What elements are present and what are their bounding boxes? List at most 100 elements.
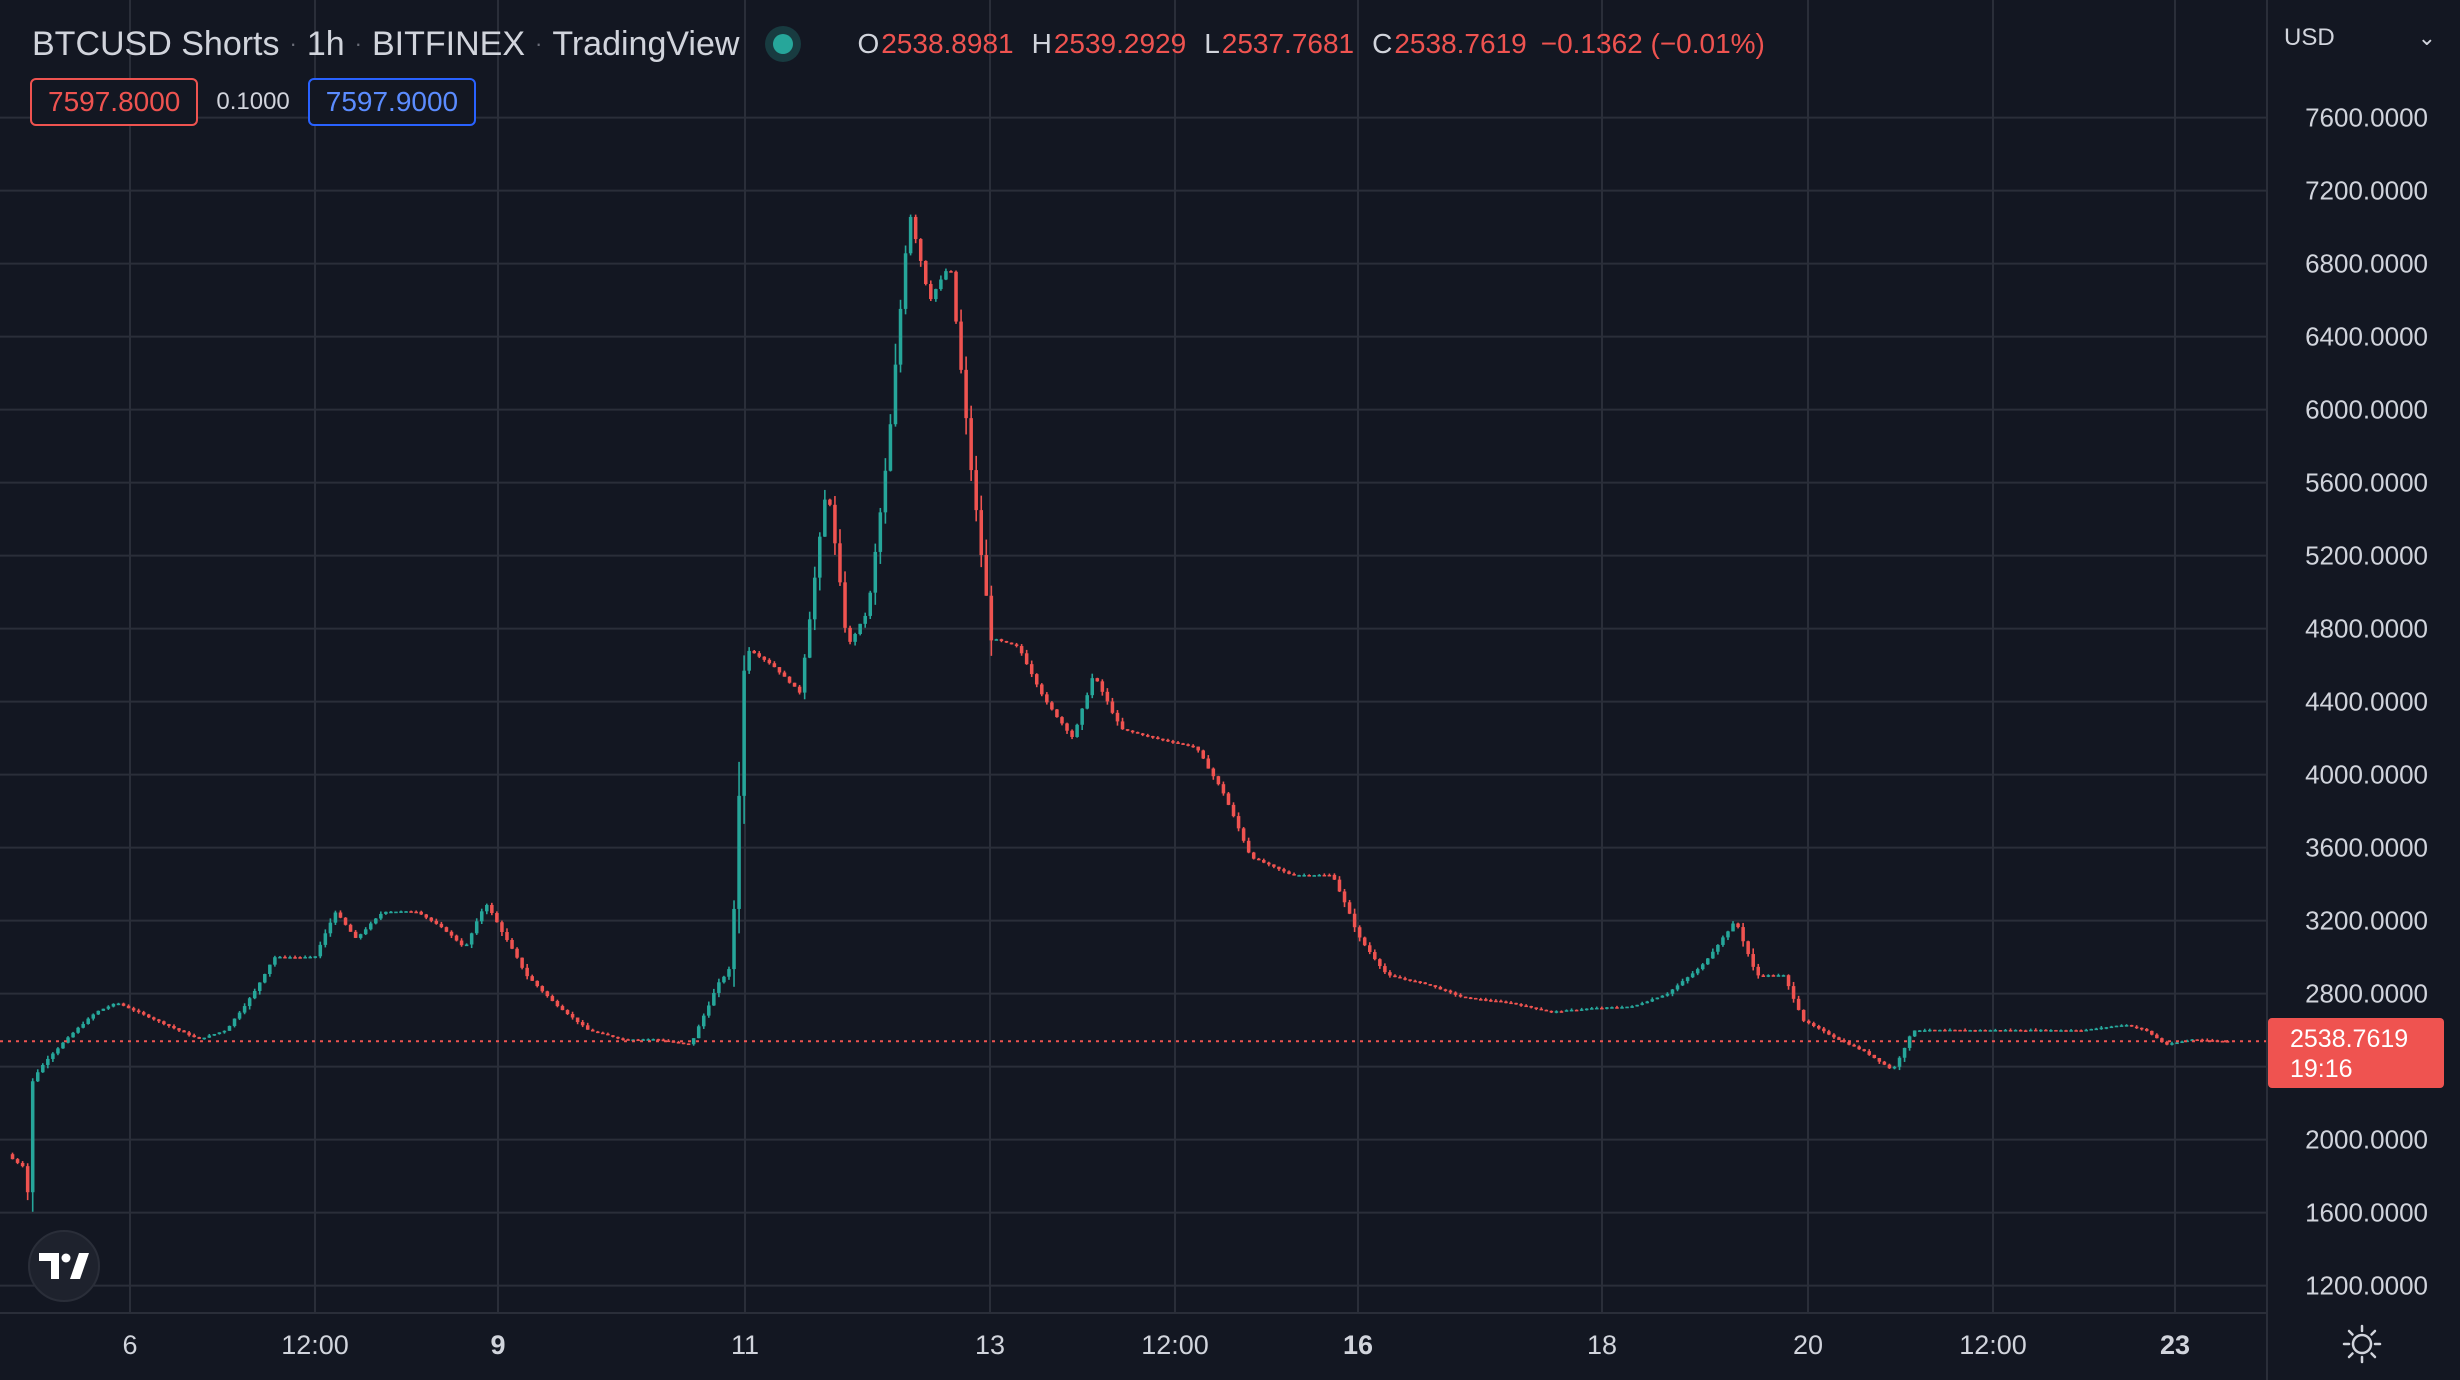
market-status-dot-icon[interactable] bbox=[773, 34, 794, 54]
candle-body bbox=[1781, 975, 1786, 977]
candle-body bbox=[999, 639, 1004, 642]
candle-body bbox=[1050, 702, 1054, 710]
candle-body bbox=[2129, 1025, 2134, 1027]
candle-body bbox=[1584, 1008, 1589, 1011]
candle-body bbox=[934, 289, 938, 300]
candle-body bbox=[742, 670, 746, 796]
candle-body bbox=[2155, 1034, 2159, 1039]
candle-body bbox=[959, 321, 963, 370]
candle-body bbox=[1907, 1036, 1912, 1048]
separator-dot: · bbox=[535, 31, 543, 56]
candle-body bbox=[954, 271, 958, 322]
candle-body bbox=[146, 1014, 151, 1018]
candle-body bbox=[1645, 1001, 1650, 1004]
candle-body bbox=[308, 956, 312, 959]
x-tick-label: 12:00 bbox=[1959, 1330, 2027, 1360]
candle-body bbox=[2079, 1030, 2083, 1032]
candle-body bbox=[2175, 1042, 2179, 1045]
candle-body bbox=[787, 676, 792, 683]
candle-body bbox=[2074, 1030, 2078, 1032]
candle-body bbox=[994, 639, 999, 641]
candle-body bbox=[1716, 944, 1720, 952]
candle-body bbox=[187, 1032, 191, 1036]
tradingview-logo-icon[interactable] bbox=[28, 1230, 100, 1302]
trade-buttons: 7597.8000 0.1000 7597.9000 bbox=[30, 78, 477, 126]
candle-body bbox=[792, 682, 797, 687]
candle-body bbox=[1983, 1029, 1988, 1032]
candle-body bbox=[1236, 816, 1241, 829]
time-axis[interactable]: 6 12:00 9 11 13 12:00 16 18 20 12:00 23 bbox=[122, 1330, 2190, 1360]
candle-body bbox=[1615, 1007, 1619, 1009]
candle-body bbox=[555, 1000, 560, 1007]
candle-body bbox=[1600, 1007, 1604, 1010]
candle-body bbox=[989, 595, 994, 641]
high-label: H bbox=[1031, 28, 1052, 59]
candle-body bbox=[1650, 999, 1655, 1002]
candle-body bbox=[752, 650, 756, 654]
candle-body bbox=[1337, 879, 1342, 892]
candle-body bbox=[1201, 750, 1206, 759]
candle-body bbox=[449, 931, 454, 936]
candle-body bbox=[1241, 828, 1246, 841]
buy-button[interactable]: 7597.9000 bbox=[307, 78, 477, 126]
candle-body bbox=[686, 1043, 691, 1046]
candle-body bbox=[1448, 990, 1453, 993]
candle-body bbox=[601, 1032, 605, 1035]
candle-body bbox=[1267, 862, 1271, 865]
sell-button[interactable]: 7597.8000 bbox=[30, 78, 199, 126]
candle-body bbox=[1988, 1030, 1993, 1032]
candle-body bbox=[172, 1026, 176, 1029]
bar-countdown: 19:16 bbox=[2290, 1055, 2353, 1083]
candle-body bbox=[257, 982, 262, 991]
candle-body bbox=[1539, 1008, 1544, 1011]
candle-body bbox=[1796, 998, 1801, 1010]
interval-label[interactable]: 1h bbox=[306, 24, 345, 63]
candle-body bbox=[121, 1003, 126, 1006]
candle-body bbox=[651, 1039, 656, 1041]
grid-lines bbox=[0, 0, 2267, 1313]
candle-body bbox=[1892, 1066, 1897, 1069]
candle-body bbox=[1140, 733, 1145, 736]
x-tick-label: 18 bbox=[1587, 1330, 1617, 1360]
settings-sun-icon[interactable] bbox=[2342, 1324, 2382, 1364]
candle-body bbox=[1034, 674, 1039, 685]
candle-body bbox=[621, 1038, 625, 1040]
candle-body bbox=[1867, 1051, 1872, 1055]
candle-body bbox=[923, 260, 928, 285]
candle-body bbox=[192, 1035, 196, 1038]
candle-body bbox=[2013, 1029, 2018, 1032]
candle-body bbox=[1832, 1034, 1836, 1038]
candle-body bbox=[1403, 978, 1407, 980]
symbol-title[interactable]: BTCUSD Shorts bbox=[32, 24, 280, 63]
currency-selector[interactable]: USD ⌄ bbox=[2284, 18, 2444, 58]
candle-body bbox=[1509, 1002, 1513, 1005]
candle-body bbox=[263, 974, 267, 983]
candle-body bbox=[1706, 958, 1710, 965]
candle-body bbox=[898, 308, 903, 365]
candle-body bbox=[2114, 1025, 2119, 1028]
candle-body bbox=[66, 1037, 70, 1043]
candle-body bbox=[520, 957, 524, 968]
candle-body bbox=[873, 551, 878, 593]
candle-body bbox=[1206, 758, 1211, 769]
candle-body bbox=[1872, 1054, 1877, 1059]
candle-body bbox=[772, 663, 777, 668]
price-axis[interactable]: 1200.00001600.00002000.00002400.00002800… bbox=[2305, 103, 2428, 1301]
candle-body bbox=[545, 991, 550, 997]
candle-body bbox=[389, 911, 393, 914]
low-label: L bbox=[1204, 28, 1220, 59]
candle-body bbox=[1272, 864, 1276, 867]
candle-body bbox=[1917, 1030, 1922, 1032]
candle-body bbox=[1332, 874, 1337, 880]
chevron-down-icon: ⌄ bbox=[2417, 25, 2436, 50]
candle-body bbox=[464, 944, 469, 947]
candle-body bbox=[888, 424, 893, 471]
candle-body bbox=[550, 996, 555, 1001]
candle-body bbox=[1786, 975, 1791, 987]
candle-body bbox=[444, 927, 449, 932]
candle-body bbox=[46, 1058, 50, 1065]
candle-body bbox=[812, 577, 817, 620]
candle-body bbox=[641, 1039, 645, 1041]
candle-body bbox=[71, 1032, 75, 1038]
